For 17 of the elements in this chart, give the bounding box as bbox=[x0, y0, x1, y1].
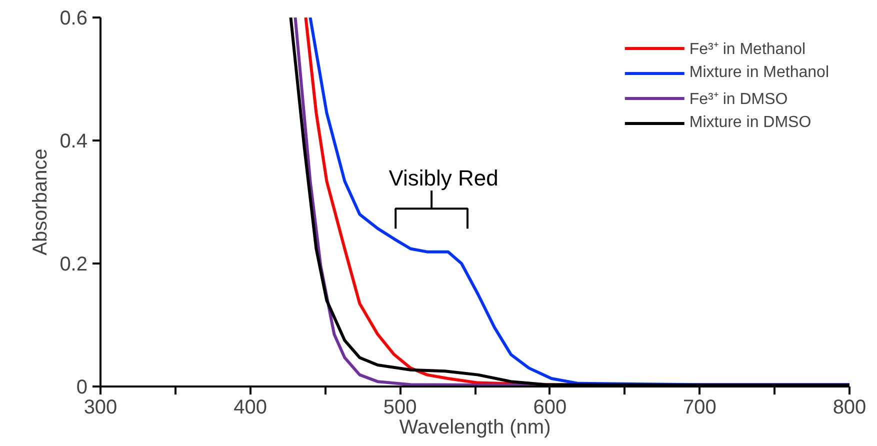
x-tick-label: 800 bbox=[832, 396, 866, 418]
x-tick-label: 500 bbox=[383, 396, 417, 418]
y-tick-label: 0.2 bbox=[60, 254, 88, 276]
legend-label: Fe³⁺ in Methanol bbox=[689, 40, 806, 59]
y-tick-label: 0.4 bbox=[60, 130, 88, 152]
x-tick-label: 600 bbox=[533, 396, 567, 418]
y-axis-title: Absorbance bbox=[30, 148, 52, 256]
x-axis-title: Wavelength (nm) bbox=[399, 416, 551, 438]
x-tick-label: 300 bbox=[84, 396, 118, 418]
x-tick-label: 700 bbox=[683, 396, 716, 418]
y-tick-label: 0.6 bbox=[60, 8, 88, 30]
legend-label: Fe³⁺ in DMSO bbox=[689, 90, 788, 109]
legend-label: Mixture in Methanol bbox=[689, 64, 829, 82]
legend-label: Mixture in DMSO bbox=[689, 114, 812, 132]
y-tick-label: 0 bbox=[76, 376, 88, 398]
x-tick-label: 400 bbox=[234, 396, 267, 418]
annotation: Visibly Red bbox=[388, 166, 498, 191]
